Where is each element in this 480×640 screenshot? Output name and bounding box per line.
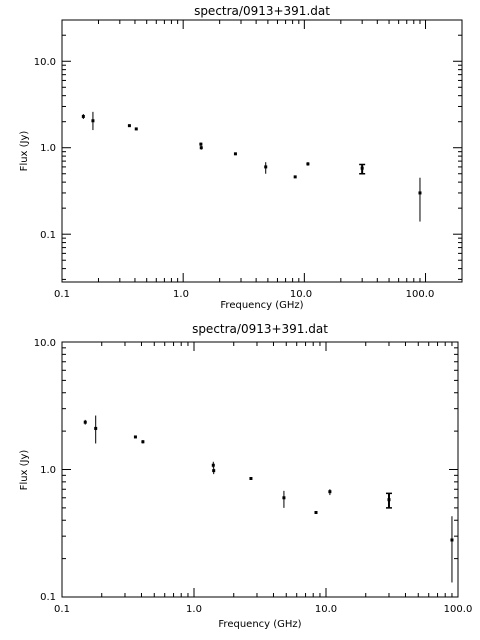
data-point [387, 498, 391, 502]
data-point [199, 142, 203, 146]
bottom-y-tick-label: 0.1 [40, 592, 56, 603]
bottom-spectrum-chart: spectra/0913+391.dat 0.1 1.0 10.0 100.0 … [19, 322, 472, 630]
top-x-tick-label: 10.0 [290, 289, 312, 300]
data-point [94, 426, 98, 430]
data-point [314, 510, 318, 514]
data-point [127, 124, 131, 128]
bottom-x-tick-label: 0.1 [54, 604, 70, 615]
top-x-tick-label: 0.1 [54, 289, 70, 300]
data-point [360, 166, 364, 170]
data-point [418, 191, 422, 195]
top-y-tick-label: 10.0 [34, 57, 56, 68]
data-point [199, 146, 203, 150]
bottom-x-axis-label: Frequency (GHz) [218, 619, 301, 630]
data-point [211, 463, 215, 467]
data-point [306, 162, 310, 166]
data-point [282, 496, 286, 500]
data-point [83, 420, 87, 424]
bottom-x-tick-label: 100.0 [444, 604, 473, 615]
top-x-tick-label: 100.0 [406, 289, 435, 300]
bottom-y-tick-label: 1.0 [40, 465, 56, 476]
bottom-x-tick-label: 1.0 [186, 604, 202, 615]
top-chart-title: spectra/0913+391.dat [194, 4, 330, 18]
top-x-tick-label: 1.0 [173, 289, 189, 300]
bottom-x-tick-label: 10.0 [315, 604, 337, 615]
top-plot-frame [61, 19, 463, 283]
data-point [233, 152, 237, 156]
top-y-tick-label: 0.1 [40, 230, 56, 241]
bottom-axis-ticks [61, 341, 459, 598]
data-point [264, 165, 268, 169]
bottom-y-axis-label: Flux (Jy) [19, 450, 30, 491]
data-point [293, 175, 297, 179]
top-x-axis-label: Frequency (GHz) [220, 300, 303, 311]
data-point [141, 440, 145, 444]
data-point [450, 538, 454, 542]
top-axis-ticks [61, 19, 463, 282]
bottom-data-points [83, 415, 454, 583]
top-y-tick-label: 1.0 [40, 143, 56, 154]
top-data-points [81, 111, 422, 222]
data-point [91, 119, 95, 123]
bottom-y-tick-label: 10.0 [34, 338, 56, 349]
top-spectrum-chart: spectra/0913+391.dat 0.1 1.0 10.0 100.0 … [19, 4, 463, 311]
bottom-chart-title: spectra/0913+391.dat [192, 322, 328, 336]
top-y-axis-label: Flux (Jy) [19, 131, 30, 172]
data-point [212, 469, 216, 473]
data-point [249, 476, 253, 480]
data-point [134, 127, 138, 131]
data-point [328, 490, 332, 494]
data-point [81, 114, 85, 118]
data-point [133, 435, 137, 439]
bottom-plot-frame [61, 341, 459, 598]
